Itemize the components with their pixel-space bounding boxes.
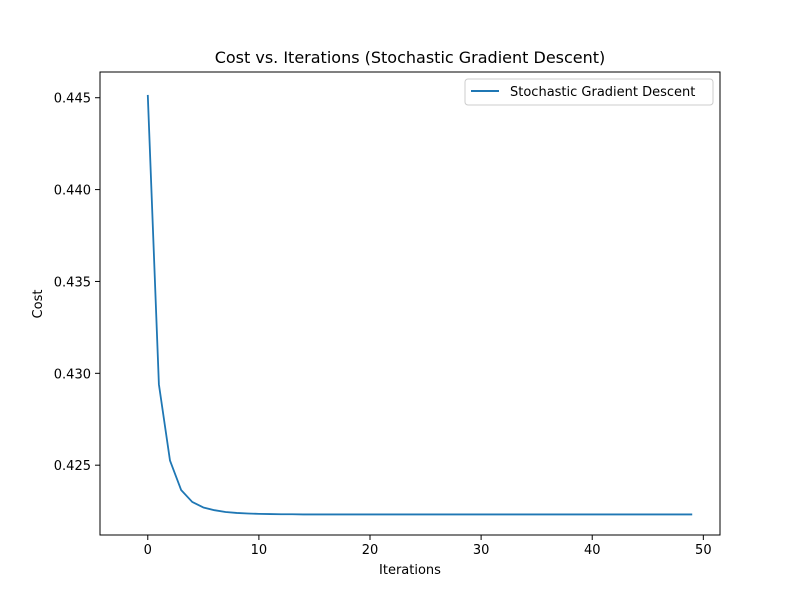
series-line bbox=[146, 94, 693, 516]
legend: Stochastic Gradient Descent bbox=[464, 78, 714, 106]
y-tick-label: 0.435 bbox=[54, 275, 91, 290]
x-tick-label: 0 bbox=[144, 543, 152, 558]
x-tick-label: 20 bbox=[362, 543, 379, 558]
y-axis-label: Cost bbox=[31, 290, 46, 319]
y-tick-label: 0.430 bbox=[54, 367, 91, 382]
y-tick-label: 0.440 bbox=[54, 184, 91, 199]
x-axis-ticks: 0 10 20 30 40 50 bbox=[144, 535, 712, 558]
plot-frame bbox=[99, 71, 721, 536]
series-group bbox=[146, 94, 693, 516]
y-axis-ticks: 0.425 0.430 0.435 0.440 0.445 bbox=[54, 92, 100, 474]
x-axis-label: Iterations bbox=[379, 563, 441, 578]
y-tick-label: 0.425 bbox=[54, 459, 91, 474]
legend-box bbox=[464, 78, 714, 106]
y-tick-label: 0.445 bbox=[54, 92, 91, 107]
x-tick-label: 30 bbox=[473, 543, 490, 558]
x-tick-label: 50 bbox=[695, 543, 712, 558]
legend-entry-label: Stochastic Gradient Descent bbox=[510, 85, 695, 100]
x-tick-label: 10 bbox=[251, 543, 268, 558]
x-tick-label: 40 bbox=[584, 543, 601, 558]
chart-title: Cost vs. Iterations (Stochastic Gradient… bbox=[215, 48, 606, 67]
